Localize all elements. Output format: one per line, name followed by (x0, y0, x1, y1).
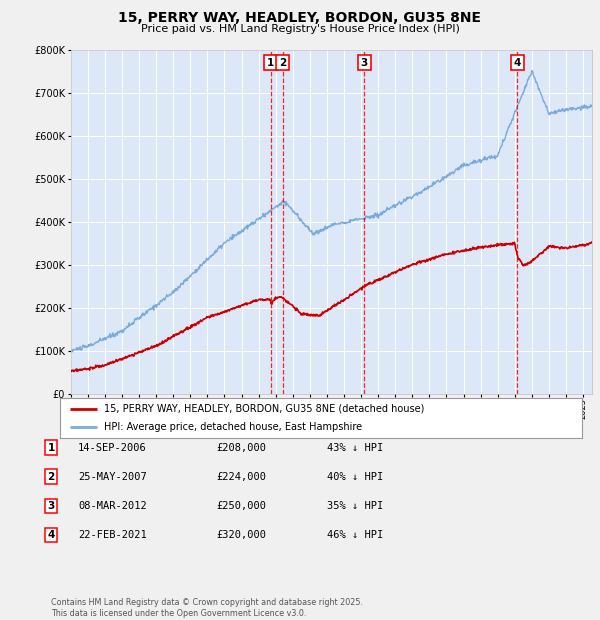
Text: 3: 3 (361, 58, 368, 68)
Text: Contains HM Land Registry data © Crown copyright and database right 2025.
This d: Contains HM Land Registry data © Crown c… (51, 598, 363, 618)
Text: 35% ↓ HPI: 35% ↓ HPI (327, 501, 383, 511)
Text: 2: 2 (47, 472, 55, 482)
Text: 46% ↓ HPI: 46% ↓ HPI (327, 530, 383, 540)
Text: 08-MAR-2012: 08-MAR-2012 (78, 501, 147, 511)
Text: £224,000: £224,000 (216, 472, 266, 482)
Text: 25-MAY-2007: 25-MAY-2007 (78, 472, 147, 482)
Text: 1: 1 (267, 58, 274, 68)
Text: 14-SEP-2006: 14-SEP-2006 (78, 443, 147, 453)
Text: £250,000: £250,000 (216, 501, 266, 511)
Text: 15, PERRY WAY, HEADLEY, BORDON, GU35 8NE: 15, PERRY WAY, HEADLEY, BORDON, GU35 8NE (119, 11, 482, 25)
Text: 2: 2 (279, 58, 286, 68)
Text: 4: 4 (47, 530, 55, 540)
Text: £208,000: £208,000 (216, 443, 266, 453)
Text: 3: 3 (47, 501, 55, 511)
Text: 22-FEB-2021: 22-FEB-2021 (78, 530, 147, 540)
Text: Price paid vs. HM Land Registry's House Price Index (HPI): Price paid vs. HM Land Registry's House … (140, 24, 460, 33)
Text: 40% ↓ HPI: 40% ↓ HPI (327, 472, 383, 482)
Text: 43% ↓ HPI: 43% ↓ HPI (327, 443, 383, 453)
Text: 15, PERRY WAY, HEADLEY, BORDON, GU35 8NE (detached house): 15, PERRY WAY, HEADLEY, BORDON, GU35 8NE… (104, 404, 425, 414)
Text: 1: 1 (47, 443, 55, 453)
Text: 4: 4 (514, 58, 521, 68)
Text: HPI: Average price, detached house, East Hampshire: HPI: Average price, detached house, East… (104, 422, 362, 433)
Text: £320,000: £320,000 (216, 530, 266, 540)
